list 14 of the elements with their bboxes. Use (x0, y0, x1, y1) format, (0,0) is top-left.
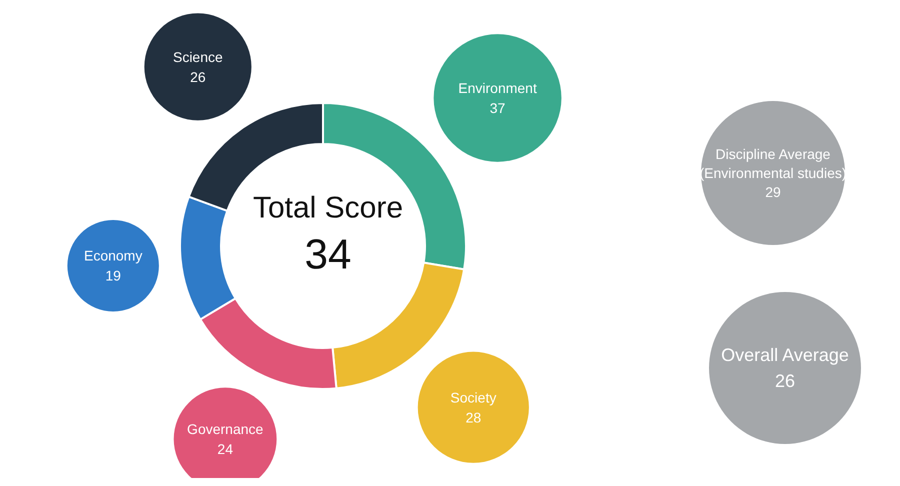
data-label: 24 (217, 441, 234, 458)
slice-label: Environment (458, 80, 537, 96)
data-label: 28 (466, 409, 482, 426)
slice-label: Economy (84, 248, 142, 264)
data-label: 19 (105, 268, 122, 284)
data-label: 26 (190, 68, 206, 85)
text: Total Score (252, 192, 404, 224)
data-label: 37 (490, 100, 506, 116)
text: Discipline Average (Environmental studies) 29 (699, 146, 847, 200)
slice-label: Science (172, 48, 223, 65)
slice-label: Governance (187, 421, 264, 438)
text: Overall Average 26 (721, 345, 849, 391)
slice-label: Society (450, 389, 496, 406)
text: 34 (304, 230, 352, 278)
